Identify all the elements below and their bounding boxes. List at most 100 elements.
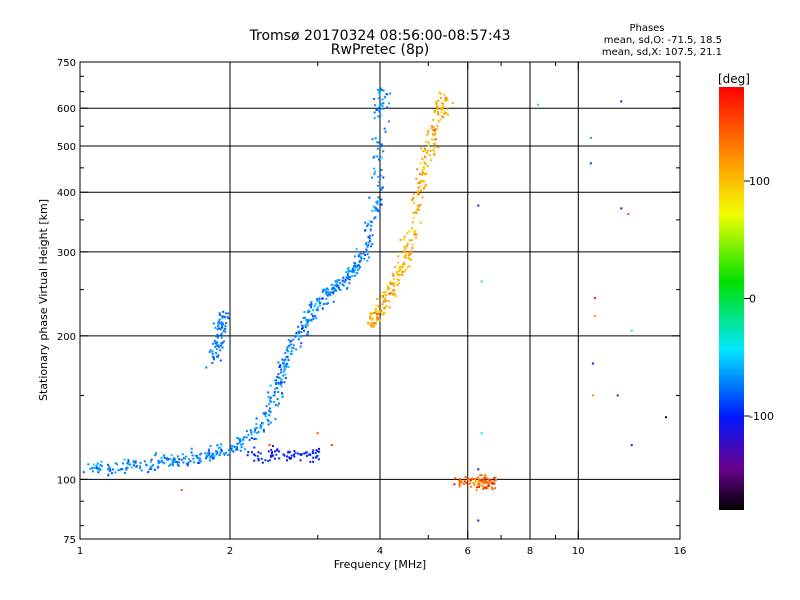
data-point — [108, 467, 111, 470]
data-point — [378, 110, 381, 113]
data-point — [360, 259, 363, 262]
data-point — [342, 280, 345, 283]
data-point — [665, 416, 667, 419]
data-point — [463, 480, 466, 483]
data-point — [364, 243, 367, 246]
data-point — [434, 132, 437, 135]
data-point — [207, 452, 210, 455]
data-point — [295, 334, 297, 337]
data-point — [253, 430, 256, 433]
data-point — [303, 452, 306, 455]
data-point — [397, 255, 400, 258]
data-point — [494, 476, 497, 479]
data-point — [409, 252, 412, 255]
data-point — [373, 98, 375, 100]
data-point — [306, 324, 309, 327]
data-point — [294, 335, 297, 338]
data-point — [372, 325, 375, 328]
data-point — [312, 317, 315, 320]
data-point — [217, 325, 219, 328]
data-point — [297, 330, 300, 333]
data-point — [161, 461, 164, 464]
data-point — [490, 480, 493, 483]
data-point — [380, 169, 383, 171]
data-point — [416, 193, 419, 196]
data-point — [237, 437, 240, 440]
data-point — [441, 106, 444, 109]
data-point — [380, 198, 383, 201]
data-point — [220, 336, 223, 339]
data-point — [107, 465, 110, 468]
data-point — [356, 269, 359, 272]
data-point — [318, 304, 321, 307]
data-point — [263, 430, 265, 433]
data-point — [163, 462, 166, 465]
data-point — [436, 128, 438, 131]
data-point — [221, 317, 224, 320]
data-point — [283, 454, 286, 457]
data-point — [434, 129, 436, 132]
data-point — [393, 282, 396, 285]
data-point — [283, 361, 286, 364]
data-point — [216, 333, 219, 336]
data-point — [438, 91, 441, 94]
data-point — [114, 462, 117, 465]
data-point — [135, 466, 138, 468]
data-point — [319, 302, 322, 304]
data-point — [442, 102, 445, 105]
data-point — [195, 454, 198, 457]
data-point — [220, 443, 223, 446]
data-point — [377, 175, 380, 178]
data-point — [468, 478, 471, 481]
data-point — [223, 453, 226, 456]
data-point — [358, 253, 361, 256]
data-point — [433, 138, 436, 141]
data-point — [174, 461, 177, 463]
data-point — [287, 451, 290, 454]
data-point — [288, 451, 291, 454]
data-point — [364, 254, 367, 256]
data-point — [272, 454, 275, 457]
data-point — [95, 465, 98, 468]
data-point — [208, 452, 211, 455]
data-point — [304, 326, 307, 329]
data-point — [255, 432, 258, 435]
data-point — [589, 162, 592, 165]
data-point — [483, 486, 485, 489]
data-point — [299, 345, 302, 348]
data-point — [404, 256, 407, 259]
y-axis-ticks: 75 100 200 300 400 500 600 750 — [57, 58, 680, 546]
data-point — [399, 268, 402, 271]
data-point — [217, 345, 220, 348]
data-point — [286, 350, 289, 353]
data-point — [256, 455, 259, 458]
data-point — [474, 478, 476, 480]
data-point — [437, 111, 439, 114]
data-point — [270, 448, 273, 451]
data-point — [316, 309, 319, 312]
colorbar-tick-label: -100 — [749, 410, 774, 423]
data-point — [309, 460, 312, 463]
data-point — [371, 176, 373, 179]
data-point — [293, 453, 295, 456]
data-point — [217, 447, 220, 450]
data-point — [418, 192, 421, 195]
data-point — [371, 319, 374, 321]
data-point — [350, 270, 353, 273]
data-point — [300, 453, 303, 456]
data-point — [396, 273, 399, 276]
data-point — [112, 468, 114, 471]
data-point — [260, 457, 263, 460]
data-point — [416, 168, 419, 171]
data-point — [373, 172, 376, 175]
data-point — [121, 468, 124, 471]
data-point — [216, 336, 219, 339]
data-point — [412, 229, 415, 232]
data-point — [427, 144, 430, 147]
data-point — [193, 461, 196, 464]
data-point — [402, 271, 404, 273]
data-point — [442, 116, 445, 119]
data-point — [106, 463, 109, 466]
data-point — [467, 478, 470, 481]
data-point — [410, 239, 413, 242]
